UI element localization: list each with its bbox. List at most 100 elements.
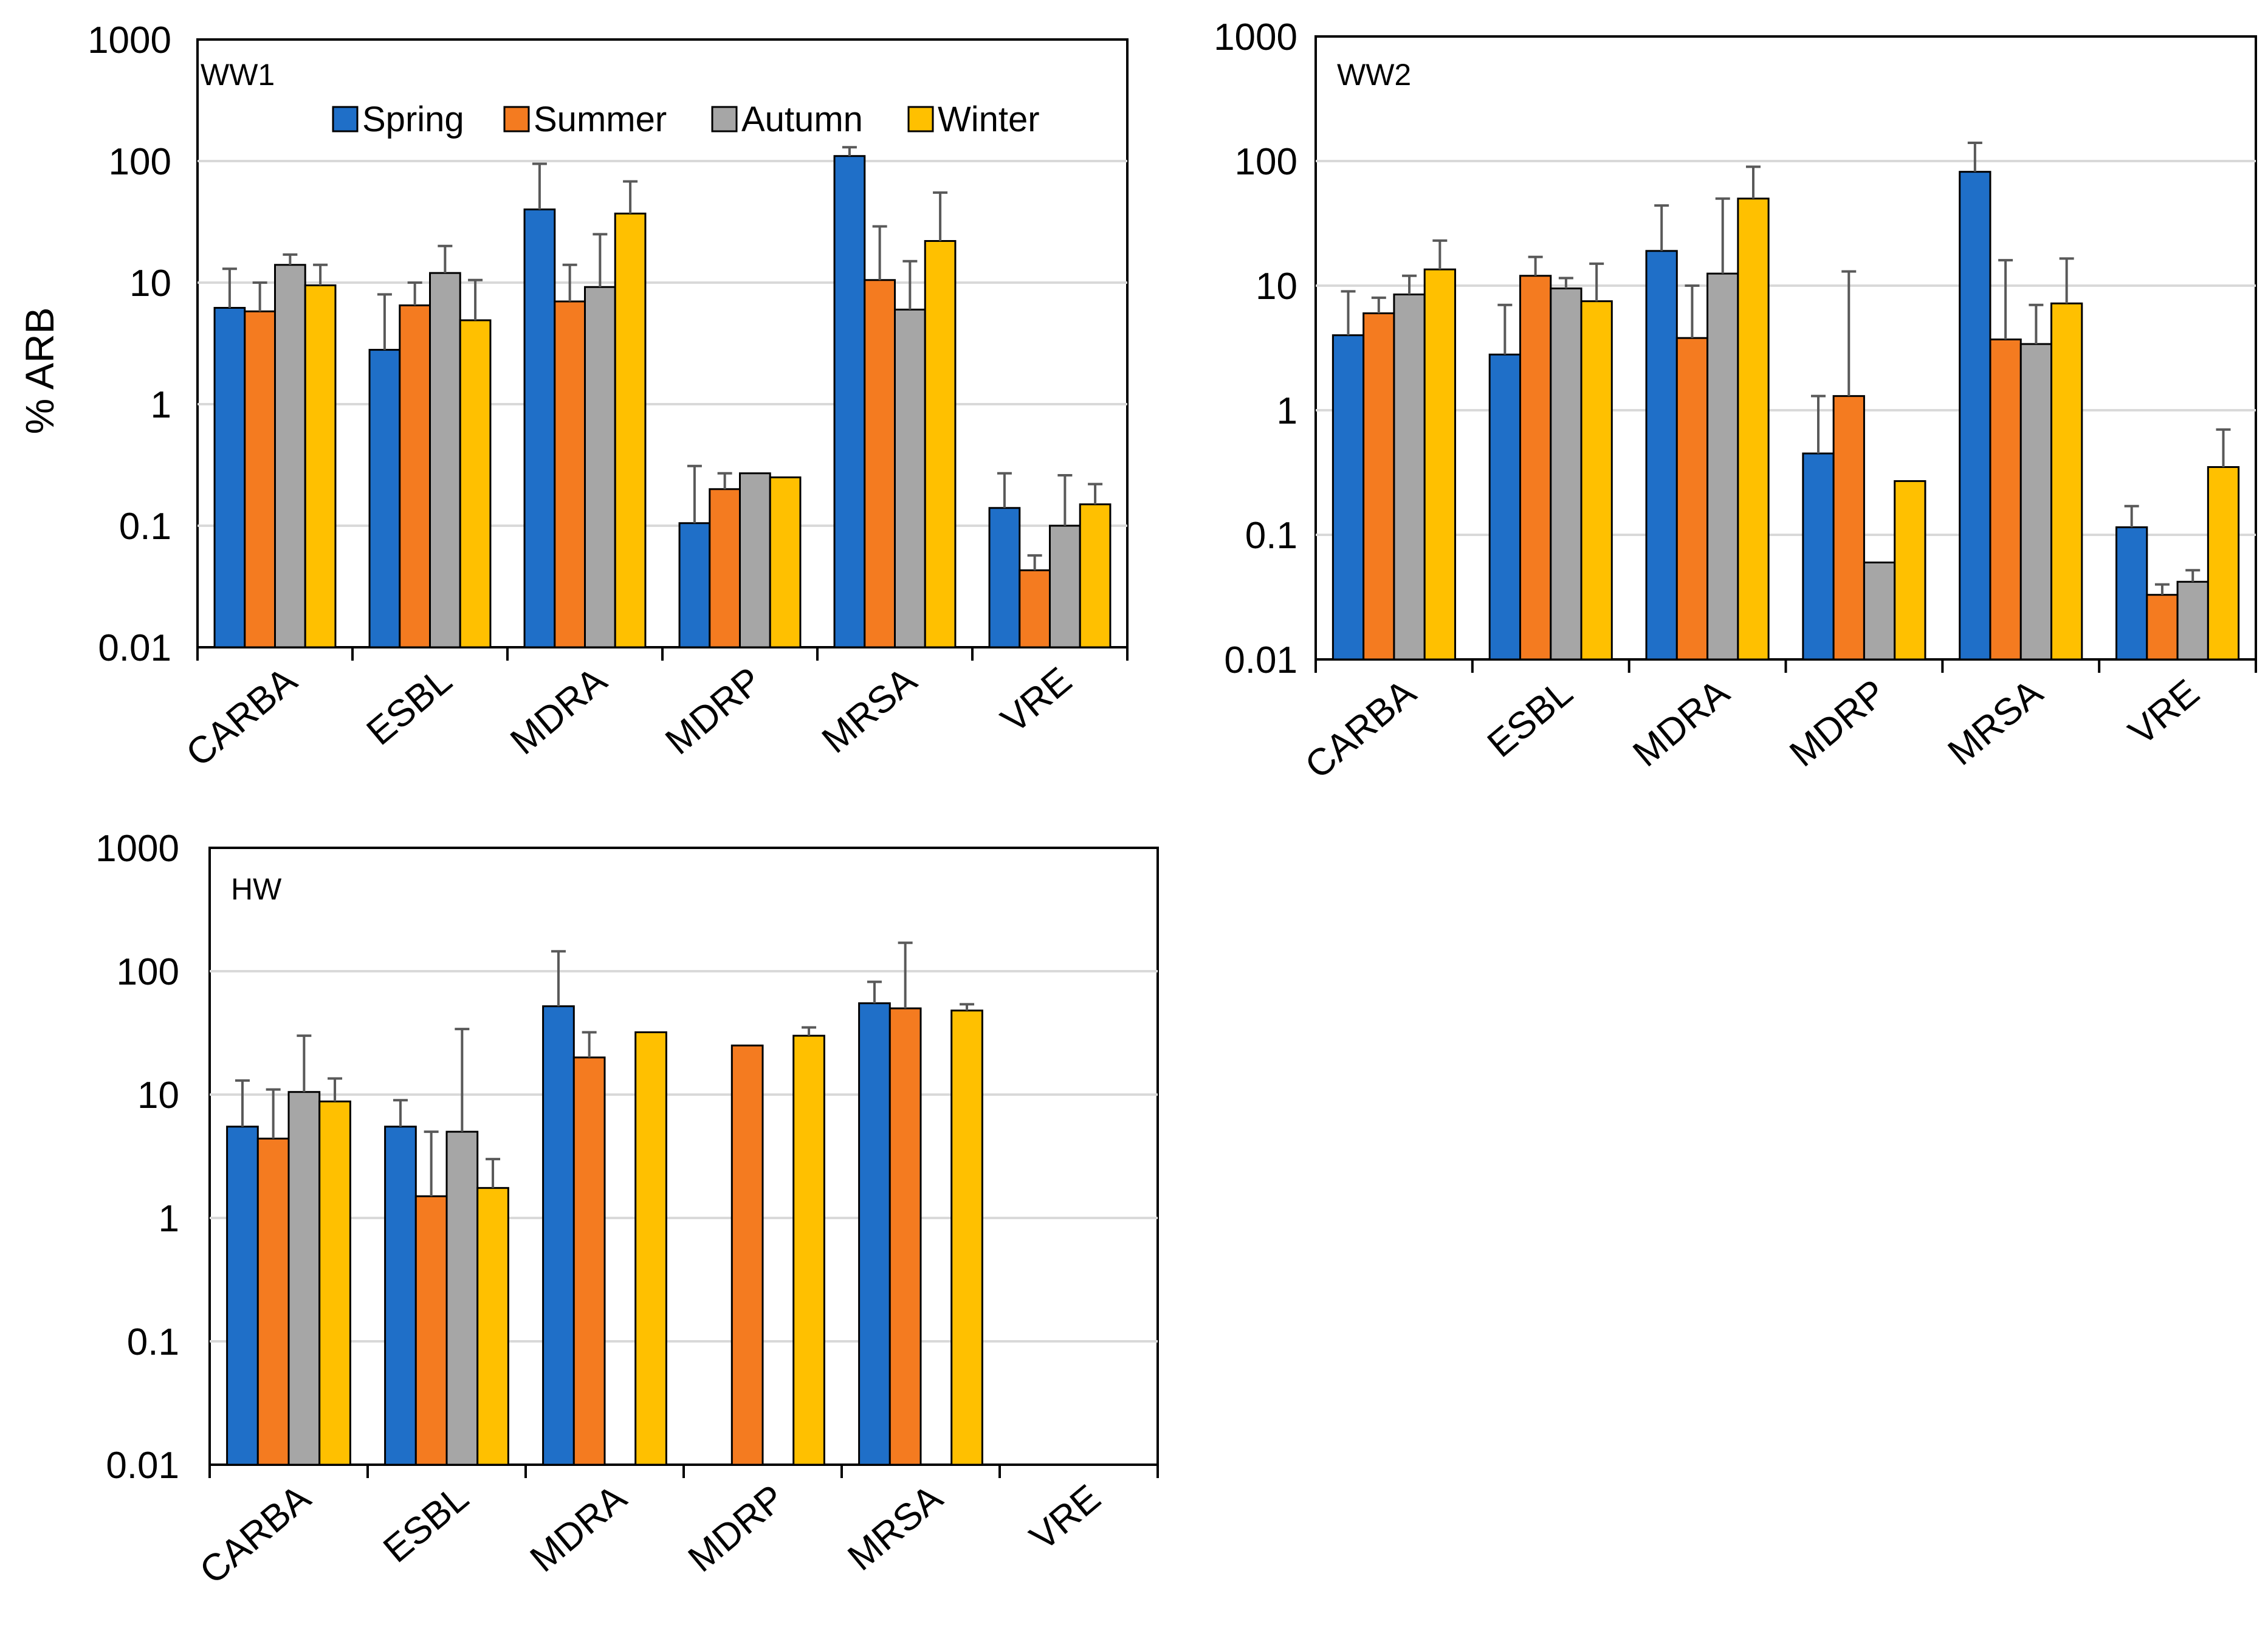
x-category-label: ESBL (1480, 672, 1581, 766)
y-tick-label: 100 (109, 141, 171, 183)
bar-ww1-summer-mrsa (864, 279, 896, 648)
bar-ww2-spring-mrsa (1959, 171, 1991, 661)
bar-hw-autumn-esbl (445, 1130, 479, 1466)
bar-ww1-autumn-mdrp (739, 472, 771, 648)
bar-hw-summer-esbl (414, 1195, 448, 1466)
bar-ww2-winter-vre (2207, 466, 2240, 661)
bar-ww2-autumn-vre (2176, 580, 2209, 661)
bar-ww2-autumn-mdrp (1863, 561, 1896, 661)
bar-ww1-summer-mdra (554, 300, 586, 648)
bar-hw-winter-mrsa (950, 1009, 983, 1466)
bar-ww1-autumn-mrsa (894, 308, 926, 648)
bar-ww2-autumn-mrsa (2019, 343, 2053, 661)
y-tick-label: 1 (1277, 390, 1297, 432)
y-tick-label: 1000 (1214, 16, 1297, 58)
bar-ww1-summer-vre (1019, 569, 1051, 648)
bar-ww1-spring-carba (213, 307, 246, 648)
bar-ww1-summer-mdrp (709, 488, 741, 648)
chart-panel-hw: 1000 100 10 1 0.1 0.01 CARBA ESBL MDRA MDRP MRSA VR… (95, 828, 1159, 1592)
y-tick-label: 10 (129, 263, 171, 304)
bar-hw-summer-mdra (572, 1056, 606, 1466)
bar-hw-spring-carba (226, 1126, 259, 1466)
bar-ww1-winter-mdra (614, 212, 647, 648)
bar-hw-winter-mdra (634, 1031, 667, 1466)
x-category-label: MDRP (658, 659, 769, 763)
x-category-label: ESBL (376, 1477, 476, 1571)
y-tick-label: 1000 (95, 828, 179, 870)
bar-hw-spring-esbl (384, 1126, 417, 1466)
bar-ww2-autumn-esbl (1550, 287, 1582, 661)
panel-label-hw: HW (231, 872, 282, 906)
x-category-label: CARBA (192, 1476, 318, 1592)
bar-ww1-spring-mdra (523, 208, 556, 648)
bar-ww2-spring-vre (2115, 526, 2148, 661)
bar-ww2-winter-mrsa (2050, 302, 2083, 661)
x-category-label: ESBL (359, 659, 460, 754)
bar-hw-spring-mdra (542, 1005, 575, 1466)
bar-ww1-spring-vre (988, 507, 1021, 648)
legend-swatch-spring (332, 106, 359, 132)
bar-ww1-spring-mdrp (678, 522, 711, 648)
bar-hw-summer-carba (256, 1137, 290, 1466)
plot-frame (208, 847, 1159, 1466)
y-tick-label: 1 (151, 384, 171, 426)
plot-frame (196, 38, 1129, 648)
plot-frame (1314, 35, 2257, 661)
x-category-label: MDRP (681, 1477, 792, 1580)
y-tick-label: 1000 (88, 19, 171, 61)
bar-ww1-summer-carba (244, 310, 276, 648)
bar-hw-spring-mrsa (858, 1002, 891, 1466)
bar-ww2-spring-carba (1332, 334, 1365, 661)
bar-ww1-autumn-esbl (429, 272, 461, 648)
bar-ww1-winter-carba (304, 284, 337, 648)
bar-ww1-autumn-mdra (584, 286, 616, 648)
y-tick-label: 10 (137, 1075, 179, 1116)
bar-ww1-autumn-vre (1049, 524, 1081, 648)
bar-ww2-summer-mrsa (1989, 339, 2022, 661)
bar-ww2-spring-mdrp (1802, 452, 1835, 661)
bar-hw-winter-carba (318, 1100, 351, 1466)
x-category-label: MRSA (814, 659, 925, 761)
bar-hw-winter-esbl (476, 1187, 509, 1466)
panel-label-ww1: WW1 (201, 58, 275, 92)
bar-ww1-spring-esbl (368, 349, 401, 648)
legend-label-winter: Winter (938, 100, 1040, 139)
legend-label-summer: Summer (534, 100, 667, 139)
x-category-label: MDRA (523, 1476, 635, 1580)
bar-ww2-summer-esbl (1519, 275, 1552, 661)
x-category-label: VRE (2121, 672, 2207, 754)
x-category-label: MDRA (503, 659, 615, 763)
legend-swatch-summer (503, 106, 530, 132)
bar-ww1-winter-esbl (459, 319, 492, 648)
chart-legend: Spring Summer Autumn Winter (332, 100, 1040, 139)
x-category-label: VRE (1022, 1477, 1108, 1559)
bar-ww2-summer-vre (2146, 594, 2179, 661)
y-tick-label: 0.01 (1224, 639, 1297, 681)
bar-ww2-autumn-carba (1393, 293, 1426, 661)
bar-ww2-summer-carba (1363, 312, 1395, 661)
y-tick-label: 1 (159, 1198, 179, 1240)
y-tick-label: 100 (117, 951, 179, 993)
legend-swatch-autumn (711, 106, 738, 132)
bar-hw-summer-mrsa (888, 1007, 922, 1466)
y-tick-label: 0.01 (98, 627, 171, 669)
bar-ww2-summer-mdrp (1832, 395, 1865, 661)
bar-hw-winter-mdrp (792, 1034, 825, 1466)
x-category-label: MRSA (840, 1476, 950, 1578)
bar-ww1-autumn-carba (274, 264, 306, 648)
bar-ww1-summer-esbl (399, 304, 431, 648)
bar-hw-summer-mdrp (730, 1044, 764, 1466)
y-tick-label: 0.1 (1245, 515, 1297, 557)
bar-ww2-winter-mdrp (1894, 480, 1926, 661)
x-category-label: MDRA (1625, 671, 1737, 775)
x-category-label: CARBA (179, 659, 305, 775)
y-tick-label: 10 (1256, 266, 1297, 308)
bar-ww1-winter-mrsa (924, 240, 957, 648)
bar-ww2-autumn-mdra (1706, 272, 1739, 661)
bar-ww2-winter-carba (1423, 268, 1456, 661)
bar-ww2-summer-mdra (1675, 337, 1709, 661)
y-tick-label: 0.01 (106, 1445, 179, 1487)
